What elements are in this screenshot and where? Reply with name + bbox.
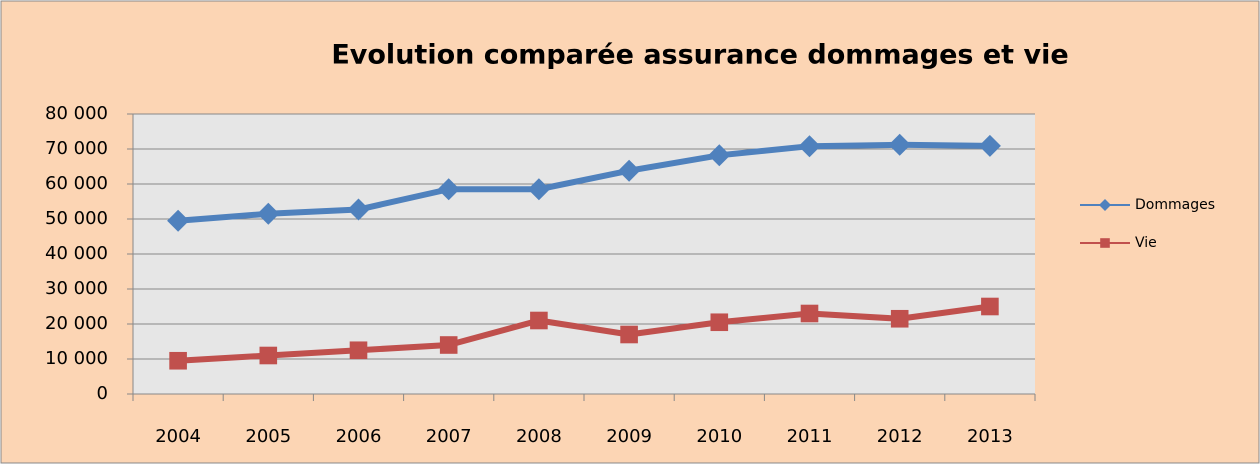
y-tick-label: 60 000 [45, 173, 108, 194]
data-point [439, 336, 458, 354]
data-point [347, 198, 370, 221]
x-tick-label: 2011 [787, 426, 833, 447]
data-point [890, 309, 909, 328]
legend-label: Vie [1135, 235, 1157, 251]
legend-marker [1100, 238, 1110, 248]
y-tick-label: 80 000 [45, 103, 108, 124]
data-point [888, 133, 911, 156]
x-tick-label: 2007 [426, 426, 472, 447]
x-tick-label: 2006 [336, 426, 382, 447]
y-tick-label: 0 [97, 383, 108, 404]
chart-title: Evolution comparée assurance dommages et… [331, 40, 1068, 71]
series-line [177, 141, 990, 224]
x-tick-label: 2004 [155, 426, 201, 447]
y-tick-label: 50 000 [45, 208, 108, 229]
data-point [437, 178, 460, 201]
data-point [257, 202, 280, 225]
data-point [618, 159, 641, 182]
x-tick-label: 2005 [245, 426, 291, 447]
data-point [981, 297, 999, 316]
data-point [710, 313, 729, 332]
x-tick-label: 2012 [877, 426, 923, 447]
series-line [177, 303, 991, 364]
y-tick-label: 20 000 [45, 313, 108, 334]
data-point [259, 346, 278, 365]
y-tick-label: 40 000 [45, 243, 108, 264]
y-tick-label: 10 000 [45, 348, 108, 369]
data-point [800, 304, 819, 323]
y-tick-label: 70 000 [45, 138, 108, 159]
data-point [167, 209, 190, 232]
data-point [978, 134, 1001, 157]
x-tick-label: 2013 [967, 426, 1013, 447]
y-tick-label: 30 000 [45, 278, 108, 299]
legend-marker [1099, 199, 1111, 211]
data-point [169, 351, 187, 370]
data-point [708, 144, 731, 167]
data-point [530, 311, 548, 330]
x-tick-label: 2008 [516, 426, 562, 447]
x-tick-label: 2009 [606, 426, 652, 447]
data-point [527, 178, 550, 201]
data-point [349, 341, 368, 360]
data-point [798, 135, 821, 158]
legend-label: Dommages [1135, 197, 1215, 213]
data-point [620, 325, 638, 344]
x-tick-label: 2010 [696, 426, 742, 447]
